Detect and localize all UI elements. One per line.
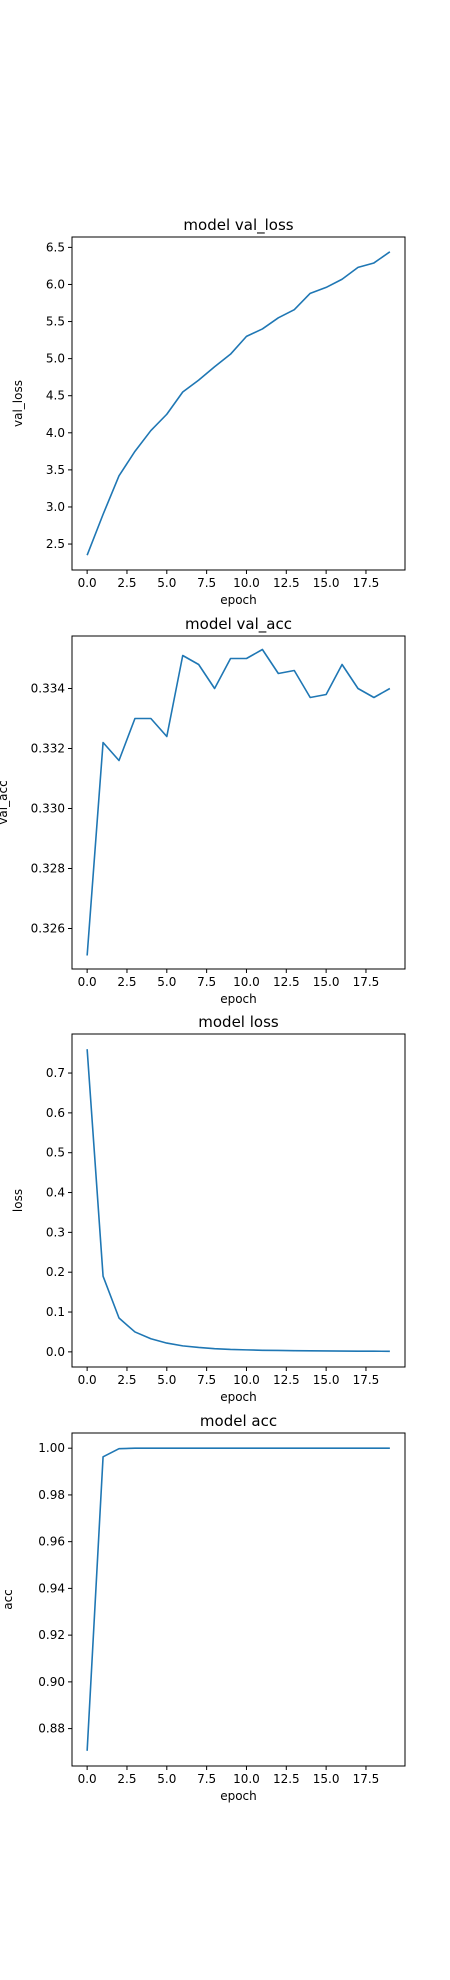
x-tick-label: 5.0 [157,1373,176,1387]
x-tick-label: 15.0 [313,1373,340,1387]
x-tick-label: 2.5 [117,1772,136,1786]
y-tick-label: 4.5 [46,389,65,403]
x-axis-label: epoch [220,992,257,1006]
y-tick-label: 0.90 [38,1675,65,1689]
x-tick-label: 10.0 [233,1373,260,1387]
x-tick-label: 2.5 [117,576,136,590]
x-tick-label: 15.0 [313,1772,340,1786]
y-axis-label: val_acc [0,780,10,824]
y-tick-label: 0.1 [46,1305,65,1319]
y-tick-label: 0.98 [38,1488,65,1502]
x-tick-label: 0.0 [78,576,97,590]
y-tick-label: 1.00 [38,1441,65,1455]
x-tick-label: 15.0 [313,576,340,590]
y-tick-label: 0.6 [46,1106,65,1120]
y-tick-label: 0.330 [31,802,65,816]
y-tick-label: 0.88 [38,1722,65,1736]
x-axis-label: epoch [220,1789,257,1803]
y-tick-label: 0.334 [31,682,65,696]
y-tick-label: 6.0 [46,277,65,291]
x-tick-label: 5.0 [157,1772,176,1786]
y-tick-label: 5.0 [46,352,65,366]
y-tick-label: 0.94 [38,1581,65,1595]
y-axis-label: loss [11,1189,25,1212]
x-tick-label: 7.5 [197,1772,216,1786]
y-tick-label: 0.328 [31,862,65,876]
y-axis-label: val_loss [11,380,25,427]
x-tick-label: 7.5 [197,1373,216,1387]
y-tick-label: 5.5 [46,315,65,329]
y-tick-label: 0.2 [46,1265,65,1279]
y-tick-label: 0.92 [38,1628,65,1642]
y-tick-label: 0.0 [46,1345,65,1359]
y-tick-label: 0.7 [46,1066,65,1080]
x-tick-label: 0.0 [78,1772,97,1786]
y-tick-label: 6.5 [46,240,65,254]
y-axis-label: acc [1,1589,15,1610]
chart-title: model val_acc [185,615,292,634]
x-tick-label: 10.0 [233,975,260,989]
y-tick-label: 0.96 [38,1535,65,1549]
y-tick-label: 3.0 [46,500,65,514]
chart-title: model loss [198,1013,279,1031]
x-tick-label: 17.5 [353,975,380,989]
x-tick-label: 7.5 [197,975,216,989]
y-tick-label: 0.3 [46,1225,65,1239]
y-tick-label: 0.332 [31,742,65,756]
x-tick-label: 0.0 [78,1373,97,1387]
x-tick-label: 12.5 [273,975,300,989]
x-tick-label: 10.0 [233,576,260,590]
chart-title: model val_loss [183,216,293,235]
x-tick-label: 12.5 [273,1772,300,1786]
x-tick-label: 7.5 [197,576,216,590]
x-tick-label: 12.5 [273,1373,300,1387]
y-tick-label: 0.5 [46,1146,65,1160]
x-tick-label: 5.0 [157,576,176,590]
x-tick-label: 2.5 [117,1373,136,1387]
y-tick-label: 0.326 [31,922,65,936]
x-tick-label: 12.5 [273,576,300,590]
x-tick-label: 5.0 [157,975,176,989]
y-tick-label: 2.5 [46,537,65,551]
y-tick-label: 3.5 [46,463,65,477]
x-axis-label: epoch [220,593,257,607]
x-tick-label: 10.0 [233,1772,260,1786]
x-tick-label: 17.5 [353,1373,380,1387]
x-tick-label: 17.5 [353,1772,380,1786]
y-tick-label: 0.4 [46,1186,65,1200]
x-axis-label: epoch [220,1390,257,1404]
chart-title: model acc [200,1412,277,1430]
x-tick-label: 2.5 [117,975,136,989]
y-tick-label: 4.0 [46,426,65,440]
x-tick-label: 17.5 [353,576,380,590]
x-tick-label: 0.0 [78,975,97,989]
x-tick-label: 15.0 [313,975,340,989]
